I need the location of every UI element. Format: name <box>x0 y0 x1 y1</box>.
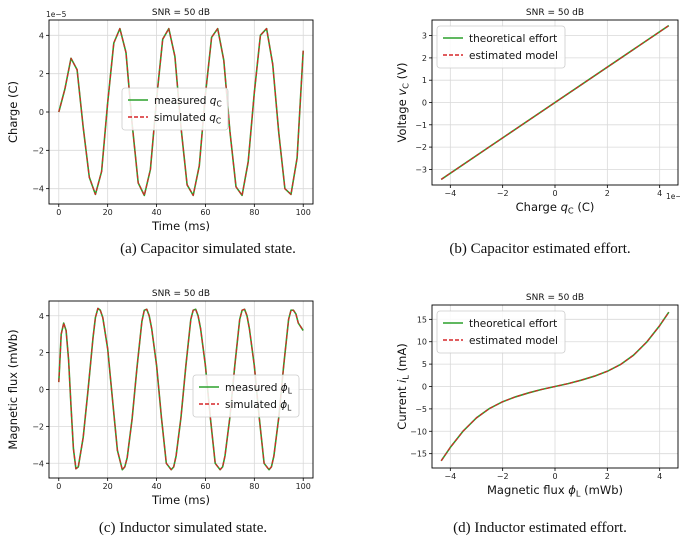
legend-label: simulated ϕL <box>225 399 292 413</box>
y-tick-label: −3 <box>415 165 427 174</box>
x-tick-label: 60 <box>200 482 210 491</box>
legend: measured ϕL simulated ϕL <box>192 374 300 418</box>
y-tick-label: 10 <box>417 338 427 347</box>
y-tick-label: 2 <box>422 54 427 63</box>
y-tick-label: −4 <box>32 459 44 468</box>
y-tick-label: 0 <box>422 99 427 108</box>
legend-label: estimated model <box>469 50 558 62</box>
series-line-2 <box>440 311 670 462</box>
y-tick-label: 3 <box>422 32 427 41</box>
legend-label: measured ϕL <box>225 382 293 396</box>
legend-label: estimated model <box>469 335 558 347</box>
y-tick-label: 1 <box>422 76 427 85</box>
chart-panel-b: −4 −2 0 2 4 −3 −2 −1 0 1 2 3 SNR = 50 dB 1e−5 Charge q… <box>395 8 680 216</box>
y-axis-label: Charge (C) <box>6 81 20 143</box>
y-axis-label: Magnetic flux (mWb) <box>6 329 20 449</box>
x-tick-label: −2 <box>497 472 509 481</box>
caption-c: (c) Inductor simulated state. <box>99 520 267 536</box>
y-tick-label: −2 <box>415 143 427 152</box>
y-tick-label: −1 <box>415 121 427 130</box>
chart-panel-a: 0 20 40 60 80 100 −4 −2 0 2 4 SNR = 50 dB 1e−5 Time (… <box>6 8 314 233</box>
legend-box <box>436 310 566 354</box>
legend-label: measured qC <box>154 95 222 109</box>
axis-scale-note: 1e−5 <box>666 192 680 201</box>
legend-box <box>121 87 229 131</box>
x-tick-label: 40 <box>151 208 161 217</box>
x-tick-label: 100 <box>296 482 311 491</box>
caption-a: (a) Capacitor simulated state. <box>120 241 296 257</box>
x-axis-label: Time (ms) <box>151 219 210 233</box>
y-tick-label: 0 <box>39 108 44 117</box>
legend: theoretical effort estimated model <box>436 25 566 69</box>
legend: theoretical effort estimated model <box>436 310 566 354</box>
x-tick-label: 2 <box>605 472 610 481</box>
x-tick-label: −2 <box>497 189 509 198</box>
x-axis-label: Magnetic flux ϕL (mWb) <box>487 483 623 499</box>
x-tick-label: 20 <box>103 482 113 491</box>
chart-panel-c: 0 20 40 60 80 100 −4 −2 0 2 4 SNR = 50 dB Time (ms) M… <box>6 289 314 507</box>
chart-title: SNR = 50 dB <box>152 8 210 18</box>
x-tick-label: −4 <box>444 472 456 481</box>
legend-box <box>436 25 566 69</box>
x-tick-label: 4 <box>657 189 662 198</box>
x-tick-label: 0 <box>56 482 61 491</box>
legend-label: simulated qC <box>154 112 221 126</box>
y-tick-label: −10 <box>410 427 427 436</box>
x-axis-label: Charge qC (C) <box>516 200 595 216</box>
series-line-2 <box>58 307 304 471</box>
y-tick-label: 4 <box>39 312 44 321</box>
legend-box <box>192 374 300 418</box>
y-tick-label: −2 <box>32 422 44 431</box>
y-tick-label: 2 <box>39 349 44 358</box>
x-tick-label: 0 <box>56 208 61 217</box>
y-axis-label: Voltage vC (V) <box>395 63 411 143</box>
legend-label: theoretical effort <box>469 33 557 45</box>
series-line-2 <box>440 25 670 180</box>
y-tick-label: 15 <box>417 315 427 324</box>
x-tick-label: −4 <box>444 189 456 198</box>
x-tick-label: 0 <box>552 189 557 198</box>
x-tick-label: 80 <box>249 208 259 217</box>
x-tick-label: 20 <box>103 208 113 217</box>
chart-title: SNR = 50 dB <box>526 8 584 18</box>
caption-d: (d) Inductor estimated effort. <box>453 520 627 536</box>
y-tick-label: −4 <box>32 185 44 194</box>
x-tick-label: 80 <box>249 482 259 491</box>
y-tick-label: 2 <box>39 70 44 79</box>
y-tick-label: −5 <box>415 405 427 414</box>
y-tick-label: 4 <box>39 31 44 40</box>
y-tick-label: −2 <box>32 146 44 155</box>
x-tick-label: 40 <box>151 482 161 491</box>
x-tick-label: 2 <box>605 189 610 198</box>
x-tick-label: 60 <box>200 208 210 217</box>
x-tick-label: 4 <box>657 472 662 481</box>
y-tick-label: 0 <box>422 383 427 392</box>
caption-b: (b) Capacitor estimated effort. <box>449 241 630 257</box>
legend-label: theoretical effort <box>469 318 557 330</box>
y-tick-label: 0 <box>39 386 44 395</box>
y-tick-label: −15 <box>410 450 427 459</box>
x-tick-label: 100 <box>296 208 311 217</box>
axis-scale-note: 1e−5 <box>46 10 67 19</box>
chart-panel-d: −4 −2 0 2 4 −15 −10 −5 0 5 10 15 SNR = 50 dB Magnetic… <box>395 293 679 499</box>
y-tick-label: 5 <box>422 360 427 369</box>
legend: measured qC simulated qC <box>121 87 229 131</box>
x-axis-label: Time (ms) <box>151 493 210 507</box>
x-tick-label: 0 <box>552 472 557 481</box>
y-axis-label: Current iL (mA) <box>395 343 411 429</box>
chart-title: SNR = 50 dB <box>152 289 210 299</box>
chart-title: SNR = 50 dB <box>526 293 584 303</box>
